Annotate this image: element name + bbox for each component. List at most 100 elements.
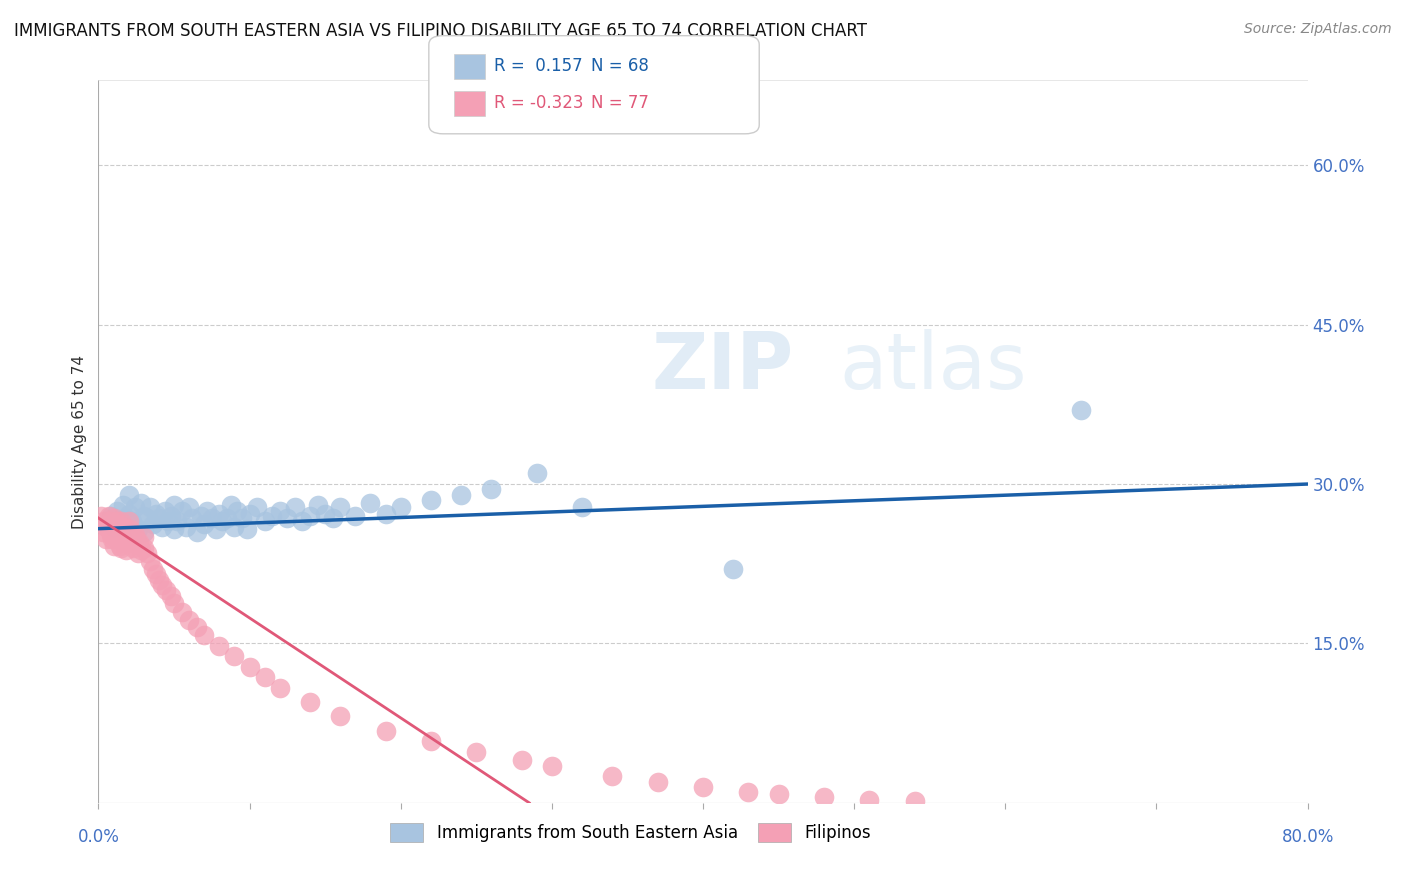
Point: [110, 514, 132, 528]
Point: [571, 500, 593, 515]
Point: [114, 542, 136, 557]
Text: atlas: atlas: [839, 329, 1026, 405]
Point: [163, 596, 186, 610]
Point: [100, 514, 122, 528]
Point: [118, 514, 141, 528]
Point: [329, 708, 352, 723]
Point: [96, 517, 118, 532]
Point: [299, 508, 322, 523]
Point: [112, 519, 135, 533]
Point: [186, 524, 208, 539]
Point: [269, 503, 291, 517]
Point: [374, 723, 396, 738]
Point: [307, 498, 329, 512]
Point: [132, 530, 155, 544]
Point: [723, 562, 745, 576]
Point: [105, 514, 128, 528]
Point: [163, 522, 186, 536]
Point: [122, 541, 145, 555]
Text: 80.0%: 80.0%: [1281, 828, 1334, 846]
Point: [124, 528, 146, 542]
Point: [253, 670, 276, 684]
Point: [132, 524, 155, 539]
Point: [132, 508, 155, 523]
Point: [129, 542, 152, 557]
Point: [94, 533, 117, 547]
Point: [221, 498, 243, 512]
Point: [142, 517, 165, 532]
Point: [155, 583, 177, 598]
Point: [103, 519, 125, 533]
Point: [129, 496, 152, 510]
Point: [90, 508, 112, 523]
Point: [94, 519, 117, 533]
Point: [107, 530, 129, 544]
Point: [139, 500, 162, 515]
Point: [170, 503, 193, 517]
Point: [127, 546, 149, 560]
Point: [100, 528, 122, 542]
Point: [103, 524, 125, 539]
Point: [231, 511, 253, 525]
Point: [114, 530, 136, 544]
Point: [193, 517, 215, 532]
Point: [481, 483, 503, 497]
Point: [291, 514, 314, 528]
Point: [103, 511, 125, 525]
Point: [314, 507, 336, 521]
Point: [121, 535, 143, 549]
Point: [135, 546, 157, 560]
Point: [115, 524, 138, 539]
Point: [239, 660, 262, 674]
Point: [813, 790, 835, 805]
Point: [420, 493, 443, 508]
Point: [374, 507, 396, 521]
Point: [118, 533, 141, 547]
Point: [100, 508, 122, 523]
Point: [224, 649, 246, 664]
Point: [181, 511, 204, 525]
Point: [120, 522, 142, 536]
Text: Source: ZipAtlas.com: Source: ZipAtlas.com: [1244, 22, 1392, 37]
Point: [101, 533, 124, 547]
Point: [465, 745, 488, 759]
Point: [110, 528, 132, 542]
Point: [647, 774, 669, 789]
Point: [215, 511, 238, 525]
Point: [211, 514, 233, 528]
Point: [276, 511, 298, 525]
Point: [179, 613, 201, 627]
Point: [101, 519, 124, 533]
Point: [284, 500, 307, 515]
Point: [858, 792, 880, 806]
Point: [150, 578, 173, 592]
Point: [692, 780, 714, 794]
Point: [262, 508, 284, 523]
Point: [156, 514, 179, 528]
Point: [160, 589, 183, 603]
Point: [269, 681, 291, 695]
Point: [179, 500, 201, 515]
Point: [111, 498, 134, 512]
Point: [904, 794, 927, 808]
Point: [420, 734, 443, 748]
Point: [193, 628, 215, 642]
Point: [160, 508, 183, 523]
Point: [239, 507, 262, 521]
Point: [208, 507, 231, 521]
Point: [737, 785, 759, 799]
Point: [510, 753, 533, 767]
Point: [135, 511, 157, 525]
Point: [299, 695, 322, 709]
Point: [145, 567, 167, 582]
Text: N = 68: N = 68: [591, 57, 648, 75]
Point: [128, 535, 150, 549]
Point: [108, 524, 131, 539]
Point: [205, 522, 228, 536]
Point: [132, 541, 155, 555]
Point: [526, 467, 548, 481]
Point: [322, 511, 344, 525]
Point: [118, 488, 141, 502]
Text: R = -0.323: R = -0.323: [494, 95, 583, 112]
Text: ZIP: ZIP: [651, 329, 794, 405]
